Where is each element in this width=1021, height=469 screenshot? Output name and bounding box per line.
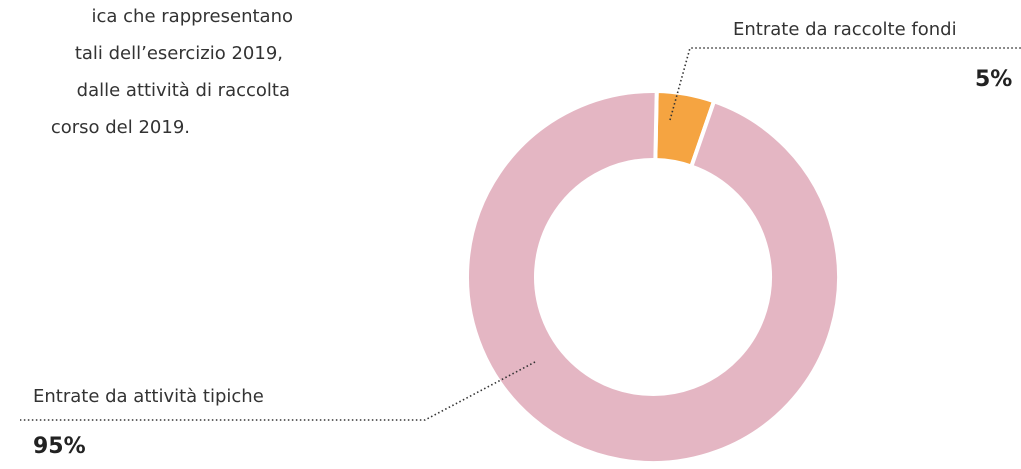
leader-line [20,361,536,421]
slice-value-label: 5% [975,67,1012,92]
slice [465,89,841,465]
description-line: dalle attività di raccolta [77,80,290,101]
description-line: tali dell’esercizio 2019, [75,43,283,64]
description-line: ica che rappresentano [92,6,293,27]
slice-label: Entrate da attività tipiche [33,386,264,407]
slice-value-label: 95% [33,434,86,459]
description-line: corso del 2019. [51,117,190,138]
donut [465,88,841,465]
description: ica che rappresentano tali dell’esercizi… [51,6,293,138]
slice-label: Entrate da raccolte fondi [733,19,957,40]
leader-line [669,47,1021,121]
